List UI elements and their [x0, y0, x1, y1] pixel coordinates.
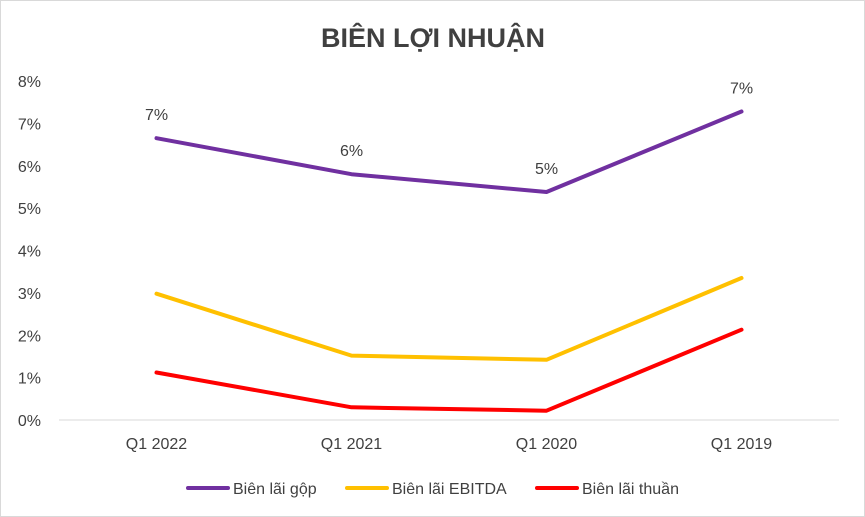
data-label: 6%	[340, 143, 363, 160]
series-line-3	[154, 327, 744, 413]
x-axis: Q1 2022 Q1 2021 Q1 2020 Q1 2019	[126, 436, 772, 453]
series-lines	[154, 109, 744, 413]
y-tick-label: 6%	[18, 159, 41, 176]
y-tick-label: 4%	[18, 244, 41, 261]
series-line-1	[154, 109, 744, 194]
x-tick-label: Q1 2021	[321, 436, 382, 453]
y-tick-label: 7%	[18, 116, 41, 133]
x-tick-label: Q1 2020	[516, 436, 577, 453]
y-tick-label: 5%	[18, 201, 41, 218]
x-tick-label: Q1 2019	[711, 436, 772, 453]
legend-label: Biên lãi EBITDA	[392, 481, 507, 498]
y-tick-label: 2%	[18, 328, 41, 345]
chart-title: BIÊN LỢI NHUẬN	[321, 22, 545, 53]
y-tick-label: 1%	[18, 371, 41, 388]
data-labels: 7% 6% 5% 7%	[145, 81, 753, 179]
legend-label: Biên lãi thuần	[582, 481, 679, 498]
data-label: 5%	[535, 161, 558, 178]
series-line-2	[154, 276, 744, 362]
y-tick-label: 3%	[18, 286, 41, 303]
x-tick-label: Q1 2022	[126, 436, 187, 453]
legend-label: Biên lãi gộp	[233, 481, 317, 498]
data-label: 7%	[145, 107, 168, 124]
y-tick-label: 8%	[18, 74, 41, 91]
legend: Biên lãi gộp Biên lãi EBITDA Biên lãi thuầ…	[186, 481, 679, 498]
y-axis: 0% 1% 2% 3% 4% 5% 6% 7% 8%	[18, 74, 41, 430]
y-tick-label: 0%	[18, 413, 41, 430]
data-label: 7%	[730, 81, 753, 98]
